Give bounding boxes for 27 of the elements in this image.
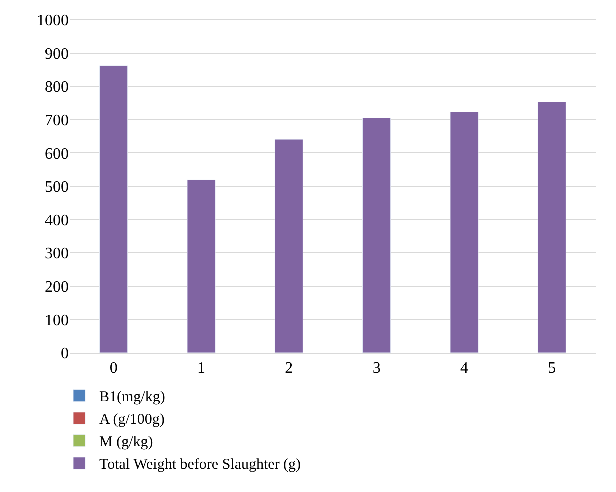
y-tick-label: 200	[45, 279, 69, 296]
bar	[362, 118, 392, 353]
y-tick-label: 800	[45, 79, 69, 96]
bar	[450, 112, 479, 353]
x-tick-label: 4	[460, 360, 468, 378]
x-tick-label: 1	[198, 360, 206, 378]
x-tick-label: 2	[285, 360, 294, 378]
legend-label: M (g/kg)	[99, 434, 154, 451]
y-tick-label: 1000	[37, 12, 69, 30]
legend-label: B1(mg/kg)	[99, 390, 166, 406]
legend-label: A (g/100g)	[99, 412, 165, 428]
y-tick-label: 600	[45, 146, 69, 163]
y-tick-label: 700	[45, 112, 69, 130]
y-tick-label: 900	[45, 46, 69, 63]
y-tick-label: 300	[45, 246, 69, 263]
y-tick-label: 100	[45, 312, 69, 330]
bar	[100, 66, 128, 353]
y-tick-label: 0	[61, 346, 69, 363]
x-tick-label: 5	[548, 360, 556, 378]
bar	[274, 139, 304, 353]
legend-label: Total Weight before Slaughter (g)	[99, 457, 302, 474]
bar	[187, 180, 216, 353]
x-tick-label: 0	[110, 360, 118, 378]
y-tick-label: 500	[45, 179, 69, 196]
bar	[538, 102, 566, 353]
x-tick-label: 3	[372, 360, 381, 378]
y-tick-label: 400	[45, 212, 69, 230]
